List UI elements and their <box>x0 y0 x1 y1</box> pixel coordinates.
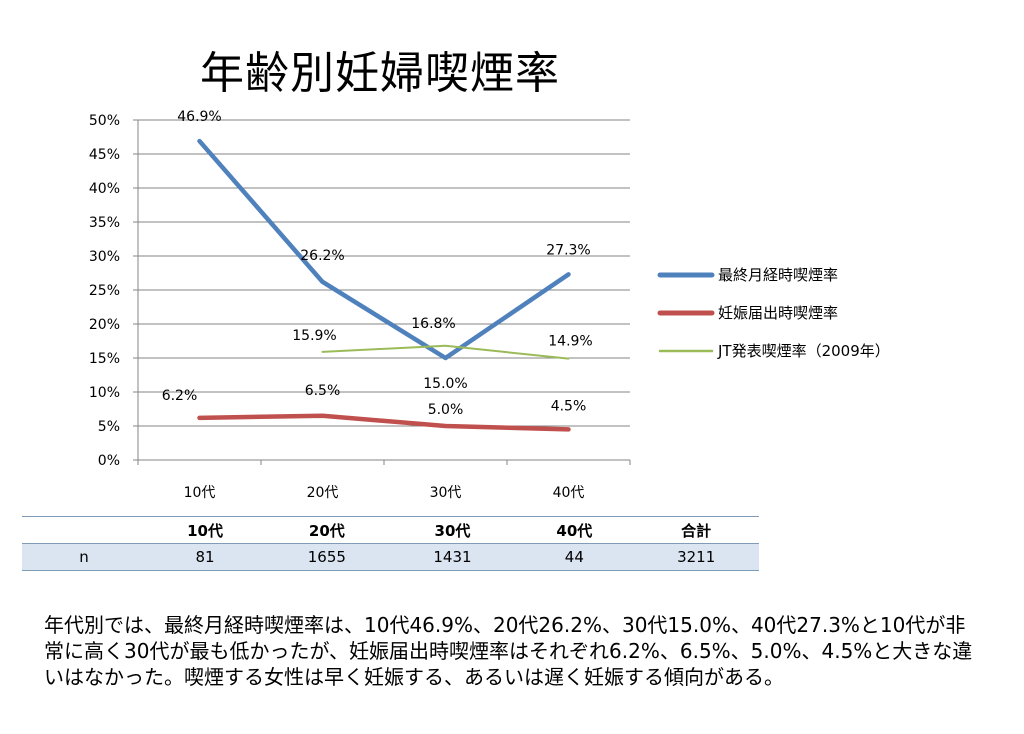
y-tick-label: 15% <box>89 351 120 367</box>
y-tick-label: 50% <box>89 113 120 129</box>
data-label: 16.8% <box>411 316 455 332</box>
series-line <box>321 344 570 360</box>
data-label: 14.9% <box>548 334 592 350</box>
legend-label: 最終月経時喫煙率 <box>718 266 838 284</box>
series-line <box>197 413 571 432</box>
x-tick-label: 10代 <box>184 485 216 501</box>
legend-label: JT発表喫煙率（2009年） <box>717 342 890 360</box>
table-cell: 1431 <box>433 548 472 566</box>
y-tick-label: 40% <box>89 181 120 197</box>
data-label: 5.0% <box>428 402 464 418</box>
y-tick-label: 0% <box>98 453 120 469</box>
data-label: 6.5% <box>305 383 341 399</box>
table-cell: 44 <box>564 548 584 566</box>
table-header-cell: 合計 <box>681 521 712 540</box>
series-line <box>197 138 571 361</box>
y-tick-label: 35% <box>89 215 120 231</box>
y-tick-label: 45% <box>89 147 120 163</box>
y-tick-label: 5% <box>98 419 120 435</box>
table-cell: 3211 <box>677 548 716 566</box>
table-header-cell: 10代 <box>187 521 223 540</box>
y-tick-label: 25% <box>89 283 120 299</box>
data-label: 4.5% <box>551 398 587 414</box>
sample-size-table: 10代 20代 30代 40代 合計 n 81 1655 1431 44 321… <box>22 516 759 571</box>
x-tick-label: 40代 <box>553 485 585 501</box>
data-label: 6.2% <box>162 388 198 404</box>
legend-label: 妊娠届出時喫煙率 <box>718 304 838 322</box>
table-cell: 81 <box>195 548 215 566</box>
table-header-cell <box>22 517 146 544</box>
x-tick-label: 30代 <box>430 485 462 501</box>
table-header-cell: 40代 <box>556 521 593 540</box>
y-tick-label: 20% <box>89 317 120 333</box>
table-header-cell: 20代 <box>308 521 345 540</box>
page-title: 年齢別妊婦喫煙率 <box>200 48 560 100</box>
data-label: 46.9% <box>177 109 221 125</box>
table-row: n 81 1655 1431 44 3211 <box>22 543 759 571</box>
table-header-row: 10代 20代 30代 40代 合計 <box>22 516 759 544</box>
summary-text: 年代別では、最終月経時喫煙率は、10代46.9%、20代26.2%、30代15.… <box>44 613 973 689</box>
chart-gridlines <box>138 119 630 427</box>
y-tick-label: 10% <box>89 385 120 401</box>
x-tick-label: 20代 <box>307 485 339 501</box>
chart-series <box>197 138 571 432</box>
chart-data-labels: 46.9% 26.2% 15.0% 27.3% 6.2% 6.5% 5.0% 4.5% 15.9… <box>162 109 593 418</box>
data-label: 26.2% <box>300 248 344 264</box>
data-label: 15.9% <box>292 328 336 344</box>
chart-axes: 0% 5% 10% 15% 20% 25% 30% 35% 40% 45% 50% 10代 20代 30代… <box>89 113 631 501</box>
table-header-cell: 30代 <box>434 521 471 540</box>
table-row-label: n <box>79 548 89 566</box>
data-label: 15.0% <box>423 376 467 392</box>
table-cell: 1655 <box>307 548 346 566</box>
line-chart: 0% 5% 10% 15% 20% 25% 30% 35% 40% 45% 50% 10代 20代 30代… <box>89 109 890 501</box>
y-tick-label: 30% <box>89 249 120 265</box>
data-label: 27.3% <box>546 242 590 258</box>
